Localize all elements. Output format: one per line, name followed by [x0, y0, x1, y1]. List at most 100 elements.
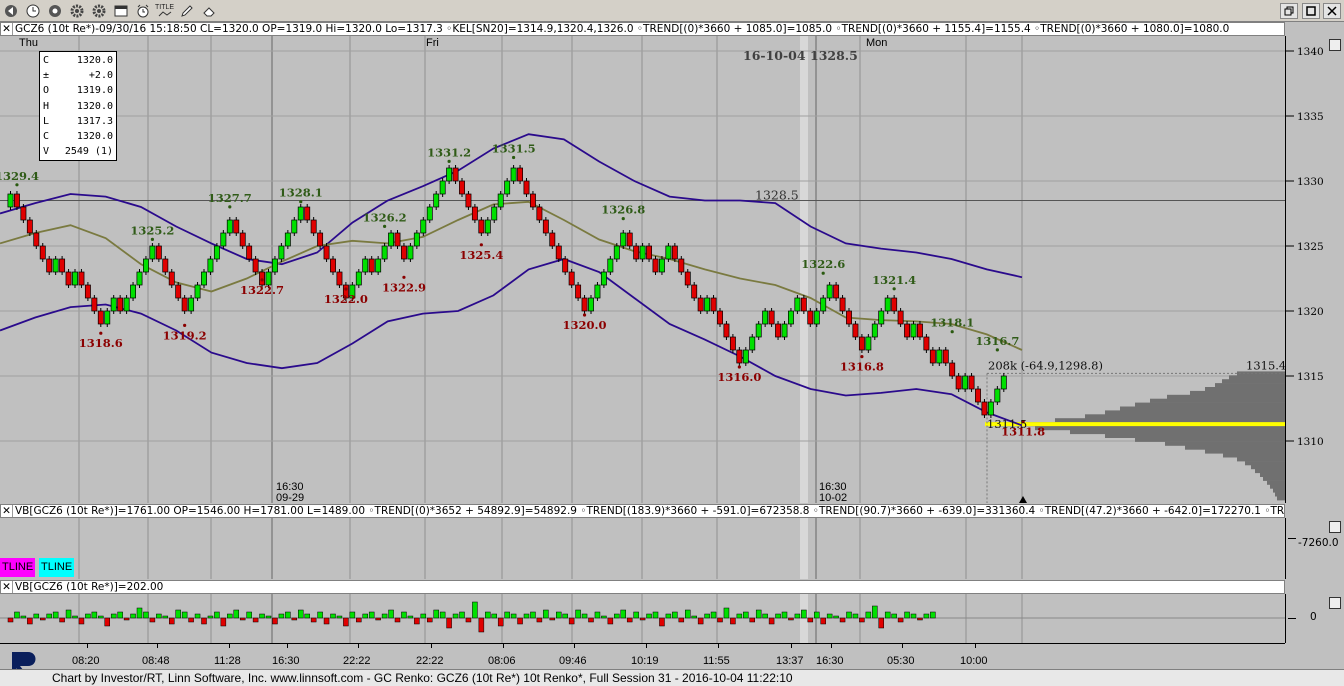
window-icon[interactable]: [112, 2, 129, 19]
volume-bar-up: [304, 613, 310, 619]
footer-text: Chart by Investor/RT, Linn Software, Inc…: [52, 671, 793, 685]
axis-scale-icon[interactable]: [1329, 597, 1341, 609]
volume-bar-up: [162, 615, 169, 619]
eraser-icon[interactable]: [200, 2, 217, 19]
price-panel[interactable]: 1329.4 1318.6 1325.2 1319.2 1327.7 1322.7 1328…: [0, 36, 1285, 503]
up-brick: [600, 271, 607, 286]
swing-dot: [299, 200, 303, 204]
volume-bar-down: [7, 617, 14, 623]
up-brick: [194, 284, 201, 299]
time-axis-label: 08:20: [72, 655, 100, 667]
volume-bar-up: [691, 615, 697, 619]
volume-bar-up: [117, 611, 123, 619]
up-brick: [484, 219, 491, 234]
volume-bar-up: [278, 613, 285, 619]
volume-bar-down: [878, 617, 884, 629]
down-brick: [401, 245, 407, 260]
title-icon[interactable]: TITLE: [154, 2, 175, 19]
volume-bar-up: [227, 613, 233, 619]
volume-profile-bar: [1270, 484, 1285, 489]
time-axis-label: 08:48: [142, 655, 170, 667]
volume-bar-down: [639, 617, 646, 621]
restore-button[interactable]: [1280, 3, 1298, 19]
volume-bar-down: [104, 617, 110, 627]
close-panel-icon[interactable]: ✕: [1, 505, 13, 517]
vb-panel[interactable]: [0, 518, 1285, 579]
cursor-price-label: 1311.5: [987, 417, 1027, 431]
vb-axis[interactable]: -7260.0: [1285, 518, 1344, 579]
back-icon[interactable]: [2, 2, 19, 19]
ohlc-key: C: [43, 131, 50, 143]
volume-bar-up: [98, 615, 104, 619]
up-brick: [188, 297, 195, 312]
volume-profile-bar: [1237, 457, 1285, 462]
up-brick: [349, 284, 356, 299]
volume-profile-bar: [1260, 472, 1285, 477]
down-brick: [684, 271, 691, 286]
price-axis[interactable]: 1310 1315 1320 1325 1330 1335 1340: [1285, 36, 1344, 503]
volume-bar-down: [310, 617, 317, 623]
price-tick-label: 1340: [1297, 46, 1324, 58]
gear-icon-2[interactable]: [90, 2, 107, 19]
swing-dot: [821, 271, 825, 275]
swing-dot: [479, 243, 483, 247]
down-brick: [723, 323, 730, 338]
down-brick: [633, 245, 640, 260]
up-brick: [220, 232, 227, 247]
title-button-label: TITLE: [154, 4, 175, 11]
down-brick: [671, 245, 678, 260]
vb2-indicator-header: ✕ VB[GCZ6 (10t Re*)]=202.00: [0, 580, 1285, 594]
tline-button-cyan[interactable]: TLINE: [39, 558, 75, 577]
volume-bar-down: [239, 617, 246, 621]
down-brick: [833, 284, 840, 299]
down-brick: [800, 297, 807, 312]
volume-profile-bar: [1120, 406, 1285, 411]
up-brick: [420, 219, 427, 234]
down-brick: [729, 336, 736, 351]
up-brick: [491, 206, 498, 221]
ohlc-key: H: [43, 100, 50, 112]
volume-bar-up: [491, 613, 497, 619]
volume-profile-bar: [1150, 398, 1285, 403]
volume-bar-up: [433, 609, 439, 619]
volume-profile-bar: [1205, 449, 1285, 454]
gear-icon[interactable]: [68, 2, 85, 19]
volume-bar-down: [659, 617, 665, 627]
time-axis-tick: [87, 643, 88, 648]
down-brick: [252, 258, 259, 273]
volume-bar-up: [620, 609, 626, 619]
time-axis-label: 11:55: [703, 655, 730, 667]
down-brick: [891, 297, 898, 312]
down-brick: [536, 206, 543, 221]
line-note-label: 1328.5: [755, 188, 799, 203]
volume-bar-up: [923, 613, 930, 619]
volume-axis[interactable]: 0: [1285, 594, 1344, 643]
settings-icon[interactable]: [46, 2, 63, 19]
up-brick: [136, 271, 143, 286]
ohlc-data-window[interactable]: C 1320.0 ± +2.0 O 1319.0 H 1320.0 L 1317.3 C 1…: [39, 51, 117, 162]
tline-button-magenta[interactable]: TLINE: [0, 558, 36, 577]
swing-label: 1320.0: [563, 318, 607, 332]
swing-label: 1319.2: [163, 328, 207, 342]
down-brick: [26, 219, 33, 234]
clock-icon[interactable]: [24, 2, 41, 19]
up-brick: [226, 219, 233, 234]
axis-scale-icon[interactable]: [1329, 39, 1341, 51]
pencil-icon[interactable]: [178, 2, 195, 19]
up-brick: [446, 167, 453, 182]
close-panel-icon[interactable]: ✕: [1, 581, 13, 593]
volume-profile-bar: [1190, 390, 1285, 396]
swing-label: 1326.2: [363, 210, 407, 224]
swing-label: 1329.4: [0, 169, 39, 183]
alarm-icon[interactable]: [134, 2, 151, 19]
volume-panel[interactable]: [0, 594, 1285, 643]
down-brick: [65, 271, 72, 286]
close-panel-icon[interactable]: ✕: [1, 23, 13, 35]
close-button[interactable]: [1323, 3, 1341, 19]
time-axis[interactable]: [0, 643, 1285, 669]
down-brick: [981, 401, 988, 416]
axis-scale-icon[interactable]: [1329, 521, 1341, 533]
ohlc-value: 1317.3: [76, 115, 113, 127]
maximize-button[interactable]: [1302, 3, 1320, 19]
down-brick: [968, 375, 975, 390]
